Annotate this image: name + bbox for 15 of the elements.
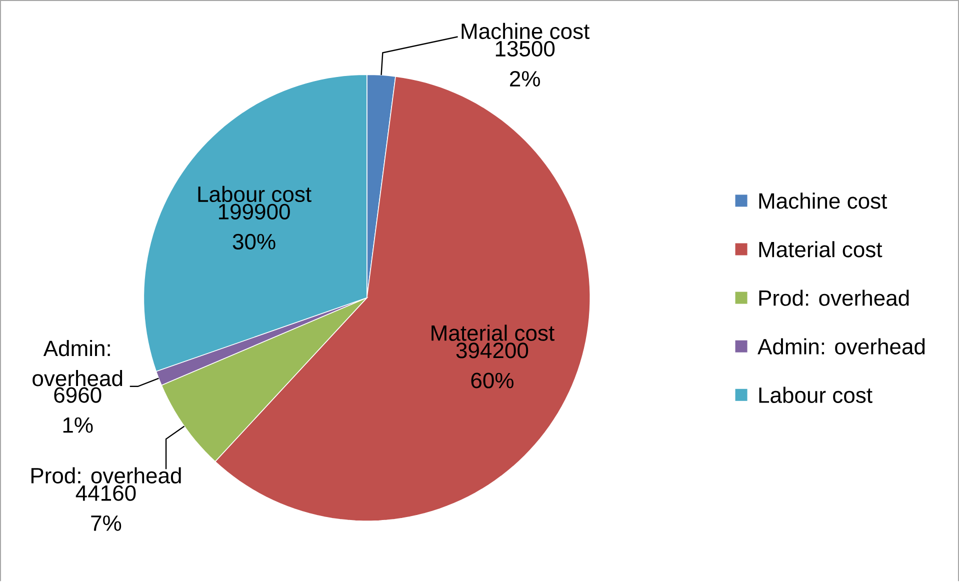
slice-label: Labour cost (198, 186, 312, 202)
legend-label: Labour cost (759, 387, 872, 404)
legend-label: Admin: overhead (758, 338, 925, 355)
slice-label: Prod: overhead (31, 467, 181, 484)
legend-label: Prod: overhead (759, 290, 909, 306)
data-label: 199900 30% (218, 204, 290, 250)
legend-label: Machine cost (759, 192, 888, 209)
slice-label: Admin: overhead (32, 340, 122, 386)
legend-label: Material cost (759, 241, 882, 258)
data-label: 6960 1% (54, 387, 102, 433)
data-label: 394200 60% (456, 342, 528, 389)
slice-label: Machine cost (462, 23, 590, 40)
data-label: 13500 2% (496, 41, 555, 87)
slice-label: Material cost (432, 324, 554, 342)
data-label: 44160 7% (76, 486, 136, 532)
